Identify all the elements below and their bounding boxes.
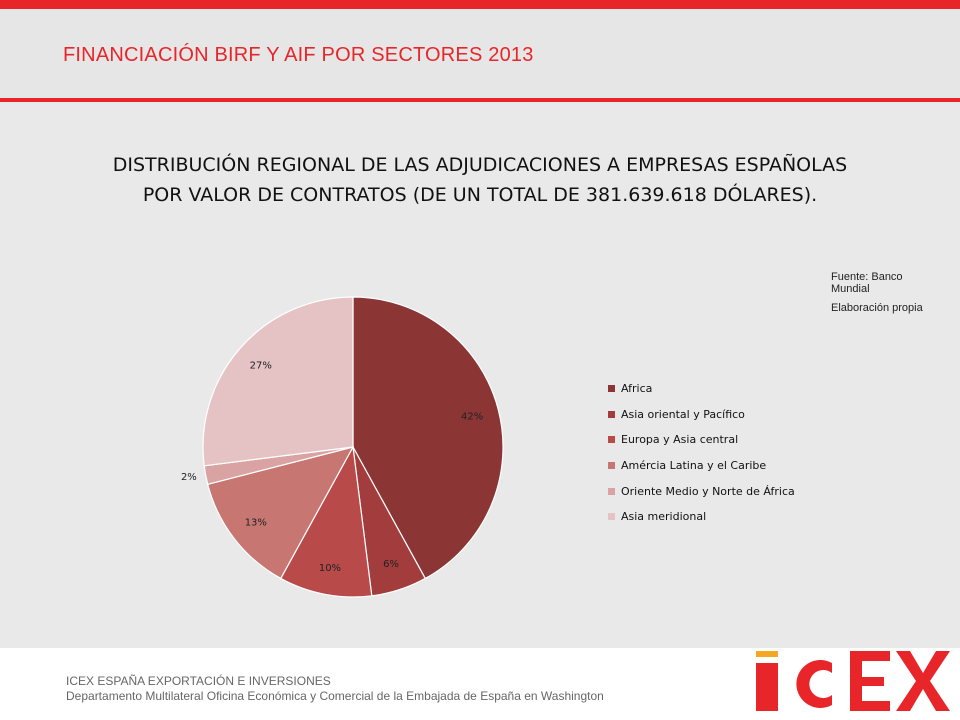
chart-title: DISTRIBUCIÓN REGIONAL DE LAS ADJUDICACIO… bbox=[112, 154, 848, 206]
legend-swatch bbox=[608, 436, 615, 444]
footer-org: ICEX ESPAÑA EXPORTACIÓN E INVERSIONES bbox=[66, 674, 331, 688]
pie-chart: 42% 6% 10% 13% 2% 27% bbox=[181, 296, 504, 598]
pie-label-3: 10% bbox=[319, 563, 341, 574]
legend-label: Amércia Latina y el Caribe bbox=[621, 459, 767, 473]
legend-item: Asia meridional bbox=[608, 504, 795, 530]
legend-label: Africa bbox=[621, 382, 653, 396]
legend-label: Oriente Medio y Norte de África bbox=[621, 484, 795, 498]
author-line: Elaboración propia bbox=[831, 302, 923, 314]
legend-swatch bbox=[608, 385, 615, 393]
pie-label-5: 2% bbox=[181, 472, 197, 483]
pie-label-4: 13% bbox=[245, 517, 267, 528]
top-accent-bar bbox=[0, 0, 960, 9]
icex-logo bbox=[756, 651, 950, 711]
legend-label: Europa y Asia central bbox=[621, 433, 739, 447]
chart-legend: Africa Asia oriental y Pacífico Europa y A… bbox=[608, 376, 795, 530]
source-line: Fuente: Banco Mundial bbox=[831, 271, 903, 295]
legend-label: Asia oriental y Pacífico bbox=[621, 407, 745, 421]
legend-item: Amércia Latina y el Caribe bbox=[608, 453, 795, 479]
legend-item: Asia oriental y Pacífico bbox=[608, 402, 795, 428]
pie-slice-6 bbox=[202, 296, 354, 467]
icex-logo-mark bbox=[756, 651, 950, 711]
legend-item: Africa bbox=[608, 376, 795, 402]
header-band bbox=[0, 9, 960, 100]
legend-swatch bbox=[608, 462, 615, 470]
pie-slice-3 bbox=[279, 445, 373, 598]
page-title: FINANCIACIÓN BIRF Y AIF POR SECTORES 201… bbox=[63, 44, 534, 66]
pie-label-2: 6% bbox=[383, 559, 399, 570]
pie-slice-1 bbox=[352, 296, 504, 580]
legend-item: Europa y Asia central bbox=[608, 427, 795, 453]
source-note: Fuente: Banco Mundial Elaboración propia bbox=[831, 271, 941, 321]
header-divider bbox=[0, 98, 960, 102]
legend-label: Asia meridional bbox=[621, 510, 707, 524]
pie-label-1: 42% bbox=[461, 411, 483, 422]
legend-swatch bbox=[608, 410, 615, 418]
footer-dept: Departamento Multilateral Oficina Económ… bbox=[66, 689, 604, 703]
pie-label-6: 27% bbox=[250, 361, 272, 372]
legend-swatch bbox=[608, 513, 615, 521]
pie-slice-4 bbox=[206, 446, 355, 580]
legend-item: Oriente Medio y Norte de África bbox=[608, 478, 795, 504]
legend-swatch bbox=[608, 487, 615, 495]
